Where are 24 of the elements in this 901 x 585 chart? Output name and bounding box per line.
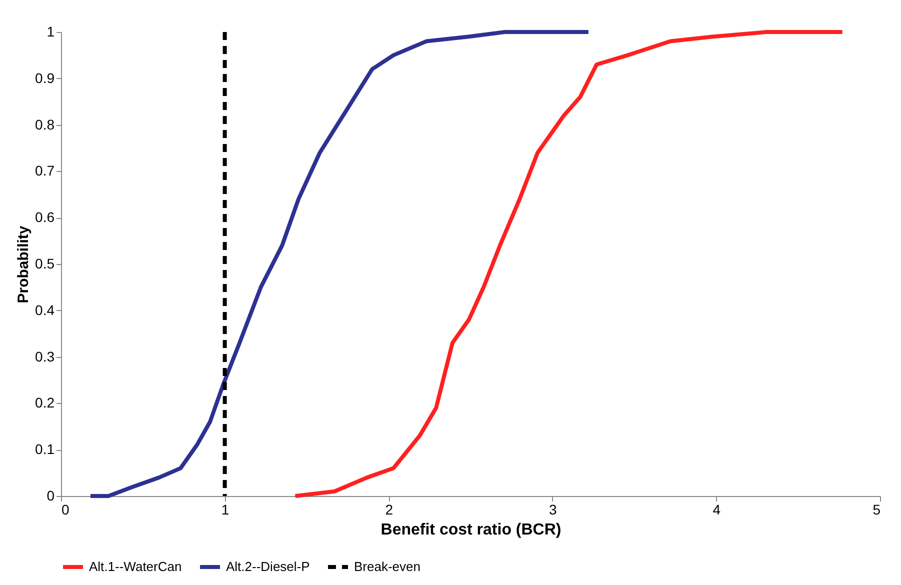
legend-label: Break-even — [354, 559, 420, 574]
y-tick-label: 0.6 — [35, 209, 55, 226]
y-tick-label: 1 — [46, 24, 55, 40]
line-series — [293, 30, 844, 498]
y-tick-label: 0.7 — [35, 162, 55, 179]
y-tick-label: 0.2 — [35, 394, 55, 411]
legend-label: Alt.1--WaterCan — [89, 559, 182, 574]
y-tick-label: 0.9 — [35, 70, 55, 86]
y-tick-label: 0 — [46, 488, 55, 504]
legend-label: Alt.2--Diesel-P — [226, 559, 310, 574]
x-tick-label: 4 — [712, 502, 721, 518]
x-tick-label: 1 — [221, 502, 230, 518]
x-axis-title: Benefit cost ratio (BCR) — [380, 522, 562, 538]
y-tick-label: 0.8 — [35, 116, 55, 132]
y-axis-title: Probability — [15, 225, 32, 304]
y-tick-label: 0.3 — [35, 348, 55, 364]
y-tick-label: 0.5 — [35, 256, 55, 272]
y-tick-label: 0.4 — [35, 302, 55, 318]
x-tick-label: 2 — [385, 502, 394, 518]
x-tick-label: 5 — [872, 502, 881, 518]
x-tick-label: 0 — [62, 502, 70, 518]
x-tick-label: 3 — [549, 502, 557, 518]
line-series — [88, 30, 590, 498]
y-tick-label: 0.1 — [35, 441, 55, 458]
